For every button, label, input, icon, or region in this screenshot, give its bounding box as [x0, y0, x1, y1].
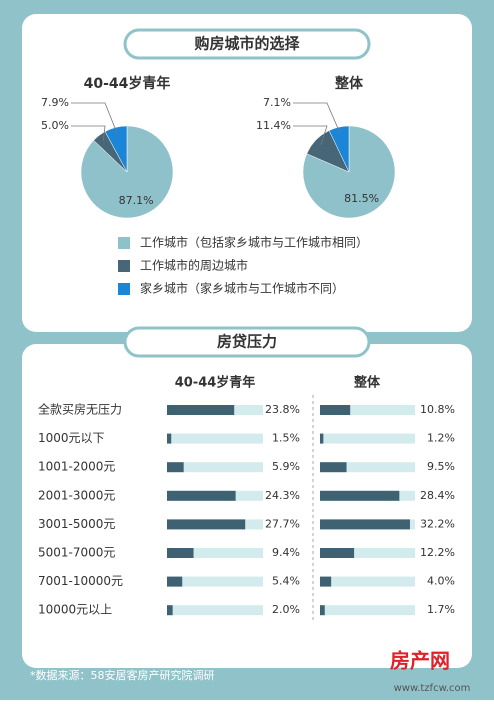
leader-line — [293, 102, 341, 135]
section-title: 购房城市的选择 — [194, 35, 300, 53]
pie-label: 7.1% — [263, 96, 291, 109]
legend-swatch — [118, 260, 130, 272]
bar — [320, 405, 351, 415]
bar-track — [320, 462, 415, 473]
bar — [320, 490, 400, 501]
legend-label: 家乡城市（家乡城市与工作城市不同） — [140, 281, 344, 296]
bar-value-label: 32.2% — [420, 517, 455, 530]
bar — [320, 548, 355, 558]
row-label: 1000元以下 — [38, 431, 105, 445]
header-pill — [123, 28, 371, 60]
bar — [167, 490, 236, 501]
source: *数据来源：58安居客房产研究院调研 — [30, 668, 215, 682]
bar — [167, 433, 172, 444]
bar-track — [320, 405, 415, 415]
bar — [167, 519, 246, 530]
bar-track — [167, 462, 263, 473]
column-header: 整体 — [353, 375, 381, 391]
row-label: 2001-3000元 — [38, 488, 115, 502]
row-label: 1001-2000元 — [38, 460, 115, 474]
pie-label: 87.1% — [119, 194, 154, 207]
bar-value-label: 1.7% — [427, 603, 455, 616]
bar — [167, 548, 194, 558]
pie-label: 7.9% — [41, 96, 69, 109]
legend-swatch — [118, 283, 130, 295]
bar-value-label: 4.0% — [427, 575, 455, 588]
pie-subtitle: 40-44岁青年 — [84, 75, 171, 92]
legend-swatch — [118, 237, 130, 249]
bar-track — [320, 576, 415, 587]
legend-label: 工作城市（包括家乡城市与工作城市相同） — [140, 235, 368, 250]
pie-slice — [104, 125, 128, 173]
pie-label: 81.5% — [344, 192, 379, 205]
pie-label: 11.4% — [256, 119, 291, 132]
bar — [167, 405, 235, 415]
watermark-url: www.tzfcw.com — [394, 683, 471, 694]
bar-value-label: 12.2% — [420, 546, 455, 559]
bar-value-label: 1.2% — [427, 432, 455, 445]
panel — [22, 344, 472, 668]
bar — [320, 462, 347, 473]
bar-value-label: 9.5% — [427, 460, 455, 473]
panel — [22, 14, 472, 332]
bar-track — [167, 605, 263, 616]
bar-value-label: 5.9% — [272, 460, 300, 473]
bar-track — [320, 605, 415, 616]
row-label: 全款买房无压力 — [38, 402, 122, 417]
bar-track — [320, 548, 415, 558]
leader-line — [71, 102, 118, 135]
bar-value-label: 24.3% — [265, 489, 300, 502]
bar — [167, 605, 173, 616]
legend-label: 工作城市的周边城市 — [140, 258, 248, 273]
bar-value-label: 1.5% — [272, 432, 300, 445]
bar — [320, 576, 332, 587]
pie-slice — [328, 125, 350, 173]
bar — [320, 433, 324, 444]
bar-value-label: 28.4% — [420, 489, 455, 502]
bar-value-label: 5.4% — [272, 575, 300, 588]
bar-track — [167, 433, 263, 444]
watermark-brand: 房产网 — [390, 649, 450, 673]
pie-label: 5.0% — [41, 119, 69, 132]
section-title: 房贷压力 — [217, 333, 277, 351]
bar — [167, 576, 183, 587]
bar-track — [320, 433, 415, 444]
bar — [320, 519, 410, 530]
leader-line — [293, 125, 328, 146]
bar-value-label: 23.8% — [265, 403, 300, 416]
bar-track — [167, 548, 263, 558]
bar-track — [167, 576, 263, 587]
column-header: 40-44岁青年 — [175, 375, 256, 391]
bar — [167, 462, 184, 473]
bar — [320, 605, 325, 616]
row-label: 10000元以上 — [38, 603, 112, 617]
row-label: 5001-7000元 — [38, 546, 115, 560]
bar-value-label: 9.4% — [272, 546, 300, 559]
bar-value-label: 27.7% — [265, 517, 300, 530]
bar-value-label: 2.0% — [272, 603, 300, 616]
header-pill — [123, 326, 371, 358]
bar-value-label: 10.8% — [420, 403, 455, 416]
pie-subtitle: 整体 — [334, 75, 364, 92]
row-label: 7001-10000元 — [38, 574, 123, 588]
row-label: 3001-5000元 — [38, 517, 115, 531]
leader-line — [71, 125, 106, 142]
